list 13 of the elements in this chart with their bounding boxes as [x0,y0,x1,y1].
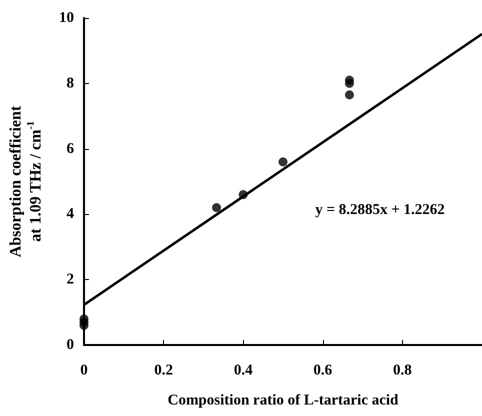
x-tick-label: 0.6 [313,362,333,378]
x-tick-label: 0.8 [393,362,412,378]
x-tick-label: 0 [80,362,88,378]
annotation: y = 8.2885x + 1.2262 [315,202,445,218]
y-tick-label: 10 [59,10,74,26]
y-tick-label: 0 [66,337,74,353]
y-tick-label: 2 [66,272,74,288]
y-tick-label: 6 [66,140,74,157]
x-axis-title: Composition ratio of L-tartaric acid [168,392,400,408]
x-tick-label: 0.2 [154,362,173,378]
y-tick-label: 8 [66,75,74,92]
y-tick-label: 4 [66,206,74,222]
x-tick-label: 0.4 [234,362,254,378]
